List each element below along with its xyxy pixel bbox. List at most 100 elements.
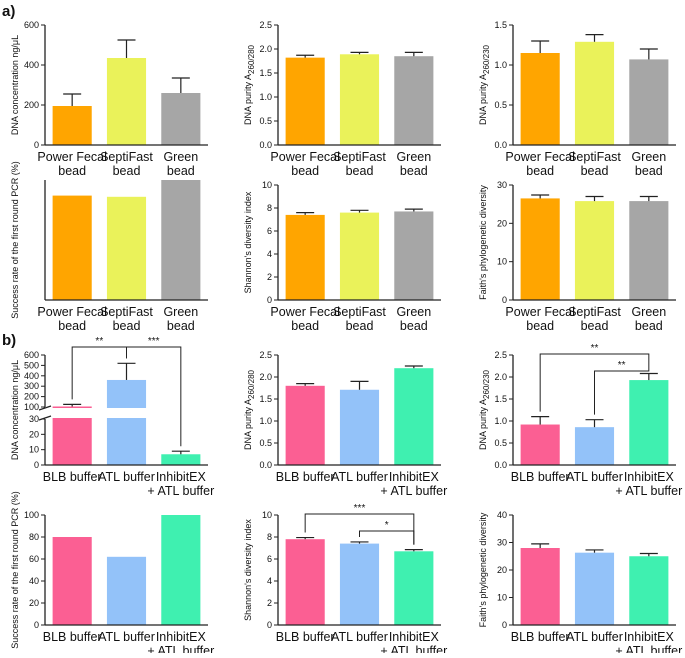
significance-bracket: [304, 513, 415, 545]
y-axis-title: Success rate of the first round PCR (%): [10, 161, 20, 319]
bar-a2-0: [285, 57, 325, 145]
y-tick-label: 4: [267, 249, 272, 259]
x-tick-label: bead: [167, 319, 195, 333]
y-tick-label: 30: [497, 538, 507, 548]
y-tick-label: 20: [29, 429, 39, 439]
y-tick-label: 200: [24, 100, 39, 110]
x-tick-label: bead: [400, 164, 428, 178]
bar-a5-1: [339, 212, 380, 300]
x-tick-label: bead: [113, 319, 141, 333]
panel-label-a: a): [2, 3, 15, 20]
y-tick-label: 2.0: [259, 372, 272, 382]
axis-break-gap: [33, 408, 210, 418]
y-tick-label: 2: [267, 272, 272, 282]
y-tick-label: 80: [29, 532, 39, 542]
bar-a3-2: [629, 59, 669, 145]
bar-b1-2: [161, 454, 201, 465]
significance-label: *: [385, 520, 389, 531]
y-tick-label: 6: [267, 226, 272, 236]
bar-b2-2: [394, 368, 434, 465]
x-tick-label: BLB buffer: [43, 630, 102, 644]
x-tick-label: Green: [163, 305, 198, 319]
y-tick-label: 4: [267, 576, 272, 586]
x-tick-label: ATL buffer: [331, 630, 388, 644]
bar-a1-1: [106, 58, 147, 145]
bar-a5-0: [285, 214, 325, 300]
y-tick-label: 1.5: [259, 68, 272, 78]
x-tick-label: bead: [58, 319, 86, 333]
x-tick-label: InhibitEX: [156, 630, 207, 644]
y-axis-title: DNA purity A260/230: [478, 369, 491, 450]
bar-a2-2: [394, 56, 434, 146]
x-tick-label: Green: [163, 150, 198, 164]
x-tick-label: bead: [581, 164, 609, 178]
x-tick-label: Power Fecal: [505, 150, 574, 164]
significance-label: ***: [354, 503, 366, 514]
significance-label: ***: [148, 336, 160, 347]
x-tick-label: Power Fecal: [505, 305, 574, 319]
x-tick-label: Green: [631, 150, 666, 164]
significance-bracket: [359, 530, 415, 545]
y-tick-label: 10: [497, 593, 507, 603]
y-tick-label: 30: [29, 414, 39, 424]
y-axis-title: Shannon's diversity index: [243, 191, 253, 293]
y-tick-label: 500: [24, 360, 39, 370]
x-tick-label: + ATL buffer: [147, 644, 214, 653]
x-tick-label: Power Fecal: [270, 150, 339, 164]
significance-label: **: [618, 360, 626, 371]
y-tick-label: 8: [267, 532, 272, 542]
x-tick-label: bead: [167, 164, 195, 178]
bar-b6-1: [574, 552, 615, 625]
y-tick-label: 600: [24, 350, 39, 360]
y-tick-label: 2.5: [259, 20, 272, 30]
y-tick-label: 1.5: [494, 394, 507, 404]
y-axis-title: Faith's phylogenetic diversity: [478, 512, 488, 627]
y-tick-label: 6: [267, 554, 272, 564]
y-tick-label: 10: [262, 510, 272, 520]
y-tick-label: 0.0: [259, 460, 272, 470]
bar-b3-0: [520, 424, 560, 465]
bar-a2-1: [339, 54, 380, 145]
y-tick-label: 60: [29, 554, 39, 564]
y-tick-label: 0.5: [259, 438, 272, 448]
y-tick-label: 1.0: [494, 416, 507, 426]
x-tick-label: SeptiFast: [333, 305, 386, 319]
x-tick-label: + ATL buffer: [380, 484, 447, 498]
chart-a4: Power FecalbeadSeptiFastbeadGreenbeadSuc…: [10, 161, 208, 333]
x-tick-label: bead: [400, 319, 428, 333]
bar-a4-2: [161, 180, 201, 300]
x-tick-label: BLB buffer: [43, 470, 102, 484]
axis-break-mark: [38, 405, 52, 411]
x-tick-label: bead: [291, 319, 319, 333]
y-axis-title: Faith's phylogenetic diversity: [478, 185, 488, 300]
x-tick-label: ATL buffer: [98, 470, 155, 484]
y-tick-label: 2: [267, 598, 272, 608]
x-tick-label: SeptiFast: [100, 150, 153, 164]
x-tick-label: bead: [526, 164, 554, 178]
bar-b6-0: [520, 548, 560, 625]
y-tick-label: 20: [497, 218, 507, 228]
x-tick-label: Green: [396, 150, 431, 164]
x-tick-label: + ATL buffer: [615, 484, 682, 498]
y-tick-label: 1.5: [259, 394, 272, 404]
x-tick-label: bead: [635, 319, 663, 333]
y-axis-title: DNA purity A260/280: [243, 369, 256, 450]
significance-bracket: [539, 353, 650, 412]
x-tick-label: bead: [635, 164, 663, 178]
bar-b2-0: [285, 385, 325, 465]
bar-a3-0: [520, 53, 560, 145]
y-tick-label: 10: [29, 445, 39, 455]
y-axis-title: Shannon's diversity index: [243, 519, 253, 621]
y-tick-label: 40: [29, 576, 39, 586]
bar-a6-2: [629, 201, 669, 300]
bar-a1-2: [161, 93, 201, 145]
y-tick-label: 2.5: [259, 350, 272, 360]
